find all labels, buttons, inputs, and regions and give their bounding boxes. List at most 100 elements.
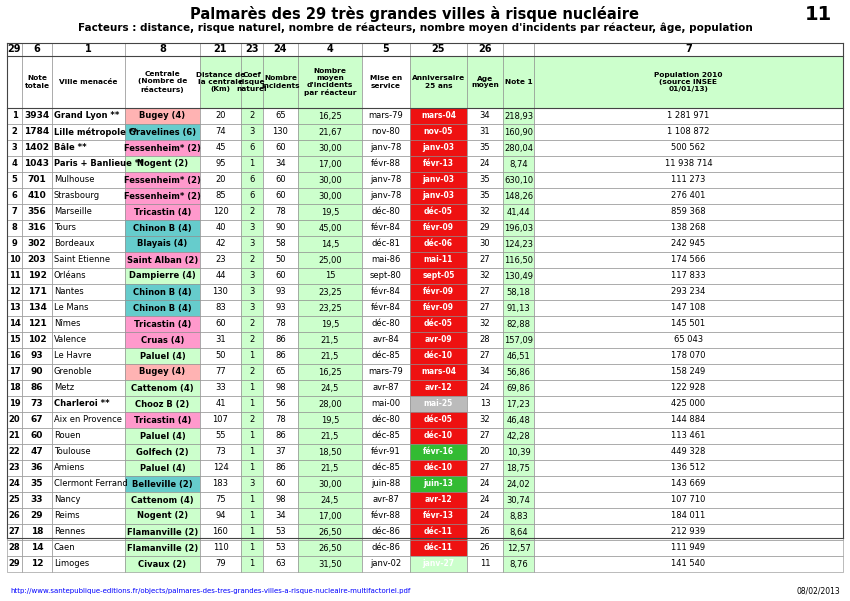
Text: 11: 11: [8, 272, 20, 281]
Bar: [410, 332, 467, 348]
Text: 26: 26: [479, 543, 490, 552]
Bar: [410, 364, 467, 380]
Bar: [52, 364, 125, 380]
Text: Clermont Ferrand: Clermont Ferrand: [54, 480, 128, 489]
Bar: [503, 556, 534, 572]
Bar: [200, 492, 241, 508]
Bar: [125, 476, 200, 492]
Text: 6: 6: [12, 192, 18, 201]
Bar: [241, 316, 263, 332]
Text: mars-04: mars-04: [421, 367, 456, 376]
Bar: [467, 524, 503, 540]
Text: 1784: 1784: [25, 127, 49, 136]
Bar: [22, 56, 52, 108]
Bar: [362, 124, 410, 140]
Text: Dampierre (4): Dampierre (4): [129, 272, 196, 281]
Bar: [125, 140, 200, 156]
Bar: [125, 252, 200, 268]
Bar: [241, 556, 263, 572]
Bar: [298, 284, 362, 300]
Text: 25,00: 25,00: [318, 255, 342, 264]
Text: 174 566: 174 566: [672, 255, 705, 264]
Text: 73: 73: [215, 448, 226, 457]
Text: 85: 85: [215, 192, 226, 201]
Text: Paris + Banlieue **: Paris + Banlieue **: [54, 159, 144, 168]
Bar: [241, 524, 263, 540]
Bar: [7, 364, 22, 380]
Text: avr-12: avr-12: [425, 495, 452, 504]
Text: Limoges: Limoges: [54, 560, 89, 569]
Text: févr-09: févr-09: [423, 304, 454, 313]
Text: 45,00: 45,00: [318, 224, 342, 233]
Text: 6: 6: [249, 192, 255, 201]
Text: Fessenheim* (2): Fessenheim* (2): [124, 175, 201, 185]
Text: 37: 37: [275, 448, 286, 457]
Bar: [410, 412, 467, 428]
Bar: [22, 156, 52, 172]
Text: Tricastin (4): Tricastin (4): [133, 320, 191, 329]
Bar: [362, 43, 410, 56]
Bar: [200, 300, 241, 316]
Text: 30,00: 30,00: [318, 480, 342, 489]
Bar: [7, 268, 22, 284]
Bar: [263, 348, 298, 364]
Bar: [362, 460, 410, 476]
Bar: [503, 364, 534, 380]
Text: déc-11: déc-11: [424, 528, 453, 537]
Bar: [410, 348, 467, 364]
Bar: [410, 460, 467, 476]
Text: Bugey (4): Bugey (4): [139, 367, 185, 376]
Text: 77: 77: [215, 367, 226, 376]
Bar: [534, 140, 843, 156]
Bar: [298, 380, 362, 396]
Bar: [200, 204, 241, 220]
Bar: [241, 156, 263, 172]
Text: Nantes: Nantes: [54, 287, 84, 296]
Bar: [125, 380, 200, 396]
Text: 148,26: 148,26: [504, 192, 533, 201]
Bar: [534, 268, 843, 284]
Text: Saint Alban (2): Saint Alban (2): [127, 255, 198, 264]
Text: 17,23: 17,23: [507, 400, 530, 409]
Bar: [200, 188, 241, 204]
Bar: [410, 172, 467, 188]
Text: 24: 24: [479, 159, 490, 168]
Bar: [534, 236, 843, 252]
Bar: [22, 316, 52, 332]
Text: 147 108: 147 108: [672, 304, 705, 313]
Text: 60: 60: [275, 480, 286, 489]
Text: 47: 47: [31, 448, 43, 457]
Text: 69,86: 69,86: [507, 383, 530, 392]
Bar: [362, 108, 410, 124]
Bar: [125, 492, 200, 508]
Text: déc-06: déc-06: [424, 240, 453, 248]
Bar: [52, 476, 125, 492]
Text: 500 562: 500 562: [672, 144, 705, 153]
Bar: [534, 172, 843, 188]
Bar: [410, 300, 467, 316]
Bar: [263, 300, 298, 316]
Bar: [467, 300, 503, 316]
Bar: [362, 364, 410, 380]
Bar: [7, 140, 22, 156]
Bar: [362, 412, 410, 428]
Text: 9: 9: [12, 240, 17, 248]
Text: 1: 1: [249, 495, 255, 504]
Text: janv-03: janv-03: [422, 192, 455, 201]
Text: 60: 60: [275, 144, 286, 153]
Bar: [22, 460, 52, 476]
Text: 65 043: 65 043: [674, 335, 703, 344]
Bar: [200, 556, 241, 572]
Bar: [22, 444, 52, 460]
Bar: [467, 492, 503, 508]
Text: déc-05: déc-05: [424, 207, 453, 216]
Text: févr-09: févr-09: [423, 287, 454, 296]
Text: 44: 44: [215, 272, 226, 281]
Text: 1: 1: [12, 112, 18, 120]
Text: 98: 98: [275, 495, 286, 504]
Text: 65: 65: [275, 112, 286, 120]
Text: 13: 13: [8, 304, 20, 313]
Bar: [362, 252, 410, 268]
Text: 15: 15: [325, 272, 335, 281]
Text: 95: 95: [215, 159, 226, 168]
